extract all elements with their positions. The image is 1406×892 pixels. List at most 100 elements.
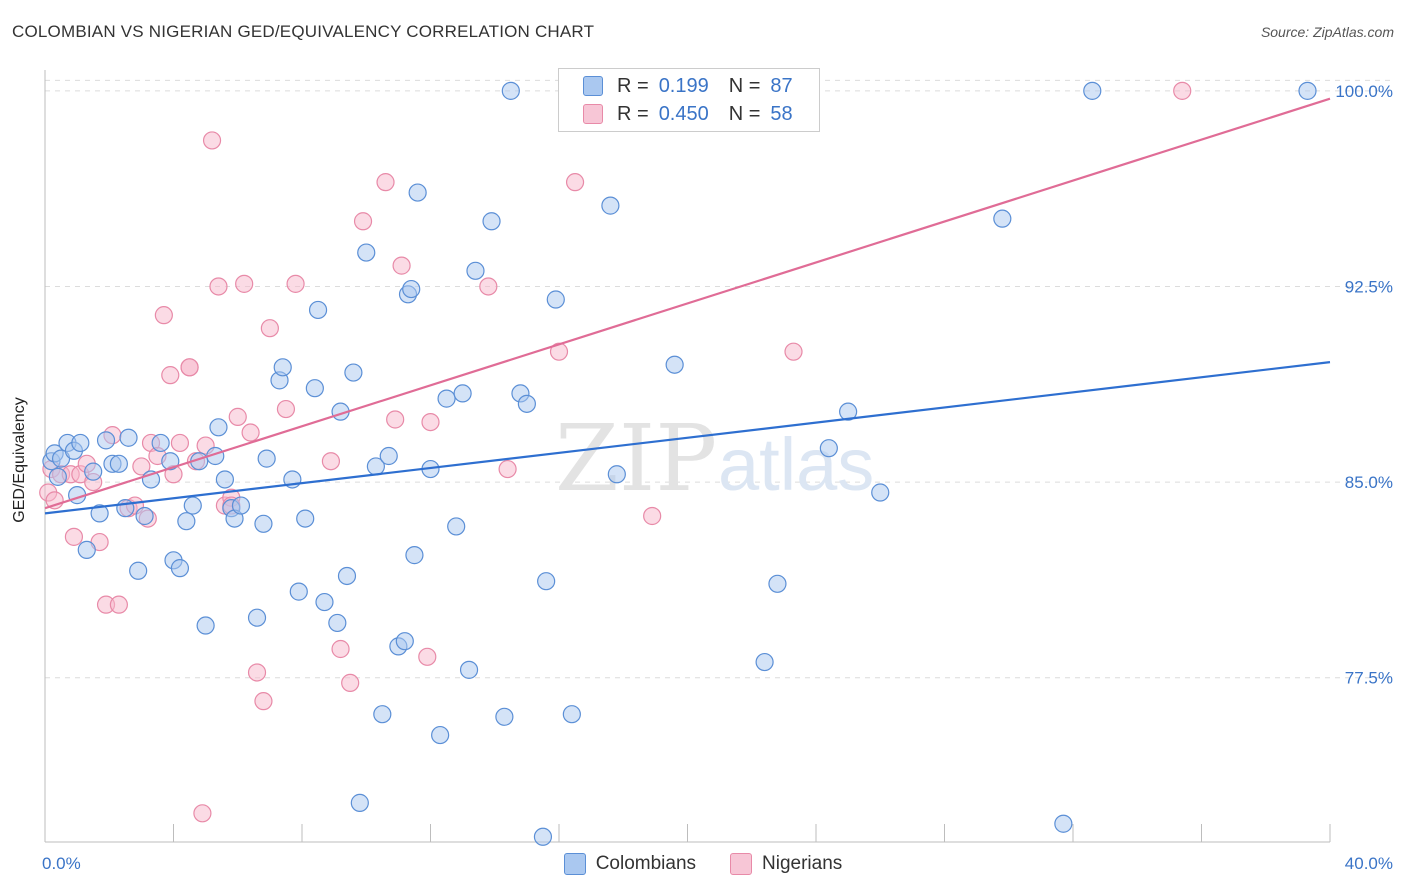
nigerian-point (209, 277, 228, 296)
legend-n-label: N = (728, 102, 761, 125)
nigerian-point (202, 131, 222, 150)
series-legend: Colombians Nigerians (0, 851, 1406, 877)
tick-labels: 77.5% 85.0% 92.5% 100.0% 0.0% 40.0% (42, 82, 1393, 873)
colombian-point (215, 470, 234, 489)
colombian-point (231, 496, 251, 515)
svg-text:atlas: atlas (718, 423, 874, 506)
legend-swatch-blue (563, 853, 586, 875)
nigerian-point (321, 452, 341, 471)
nigerian-point (180, 358, 199, 377)
colombian-point (533, 827, 553, 846)
nigerian-point (254, 692, 273, 711)
nigerian-point (341, 673, 360, 693)
nigerian-point (565, 173, 585, 192)
nigerian-point (643, 506, 662, 526)
colombian-point (161, 452, 180, 471)
colombian-point (819, 439, 838, 458)
nigerian-point (241, 423, 260, 442)
correlation-legend: R = 0.199 N = 87 R = 0.450 N = 58 (558, 68, 820, 132)
colombian-point (170, 559, 190, 578)
colombian-point (296, 509, 315, 528)
nigerian-point (784, 342, 803, 361)
nigerian-point (247, 663, 267, 682)
legend-swatch-blue (583, 76, 603, 96)
source-label: Source: ZipAtlas.com (1260, 24, 1394, 40)
colombian-point (337, 566, 357, 586)
nigerian-point (161, 366, 180, 385)
colombian-point (135, 506, 154, 526)
colombian-point (254, 514, 273, 533)
legend-label-colombians: Colombians (595, 853, 697, 874)
colombian-point (495, 707, 514, 726)
colombian-point (466, 261, 485, 280)
colombian-point (482, 212, 501, 231)
colombian-point (562, 705, 581, 724)
colombian-point (257, 449, 276, 468)
nigerian-point (549, 342, 569, 361)
colombian-point (1054, 814, 1073, 833)
colombian-point (289, 582, 308, 601)
legend-r-label: R = (617, 74, 649, 97)
colombian-point (405, 546, 424, 565)
colombian-point (315, 592, 334, 612)
colombian-point (129, 561, 148, 580)
nigerian-point (170, 433, 190, 453)
colombian-point (350, 793, 369, 812)
legend-n-value: 87 (770, 74, 793, 97)
nigerian-point (498, 459, 517, 479)
colombian-point (437, 389, 456, 408)
colombian-point (109, 454, 128, 473)
y-tick-label: 77.5% (1345, 669, 1393, 688)
y-tick-label: 85.0% (1345, 473, 1393, 492)
colombian-point (305, 379, 324, 398)
nigerian-point (132, 457, 151, 476)
colombian-point (408, 183, 427, 202)
colombian-point (431, 725, 450, 745)
colombian-point (273, 358, 292, 377)
colombian-point (119, 428, 138, 447)
legend-n-label: N = (728, 74, 761, 97)
y-tick-label: 100.0% (1335, 82, 1393, 101)
colombian-point (373, 705, 392, 724)
colombian-point (839, 402, 858, 421)
colombian-point (328, 613, 347, 633)
colombian-point (459, 660, 479, 679)
colombian-point (1298, 81, 1317, 100)
zipatlas-watermark: ZIP atlas (555, 405, 874, 512)
legend-n-value: 58 (770, 102, 793, 125)
nigerian-point (479, 277, 498, 296)
colombian-point (871, 483, 890, 502)
legend-item-nigerians: Nigerians (730, 853, 842, 875)
colombian-point (395, 632, 414, 651)
colombian-point (453, 384, 472, 403)
nigerian-point (421, 412, 440, 432)
colombian-point (308, 300, 328, 320)
nigerians-trend-line (44, 97, 1331, 510)
nigerian-point (154, 306, 173, 325)
nigerian-point (109, 595, 128, 614)
colombian-point (402, 279, 421, 299)
colombian-point (601, 196, 620, 215)
nigerian-point (276, 399, 296, 419)
chart-title: COLOMBIAN VS NIGERIAN GED/EQUIVALENCY CO… (12, 22, 595, 41)
nigerian-point (1173, 81, 1192, 100)
nigerian-point (386, 410, 405, 429)
colombian-point (768, 574, 787, 593)
colombians-trend-line (44, 361, 1331, 515)
y-tick-label: 92.5% (1345, 277, 1393, 296)
colombian-point (177, 512, 196, 531)
legend-label-nigerians: Nigerians (762, 853, 843, 874)
nigerian-point (376, 173, 395, 192)
nigerian-point (331, 639, 350, 659)
colombian-point (84, 462, 103, 481)
legend-swatch-pink (583, 104, 603, 124)
colombian-point (247, 608, 267, 627)
colombian-point (501, 81, 520, 100)
legend-r-value: 0.450 (658, 102, 709, 125)
colombian-point (183, 496, 202, 515)
colombian-point (71, 433, 90, 453)
nigerian-point (260, 319, 279, 338)
nigerian-point (418, 647, 437, 666)
colombian-point (755, 652, 774, 672)
